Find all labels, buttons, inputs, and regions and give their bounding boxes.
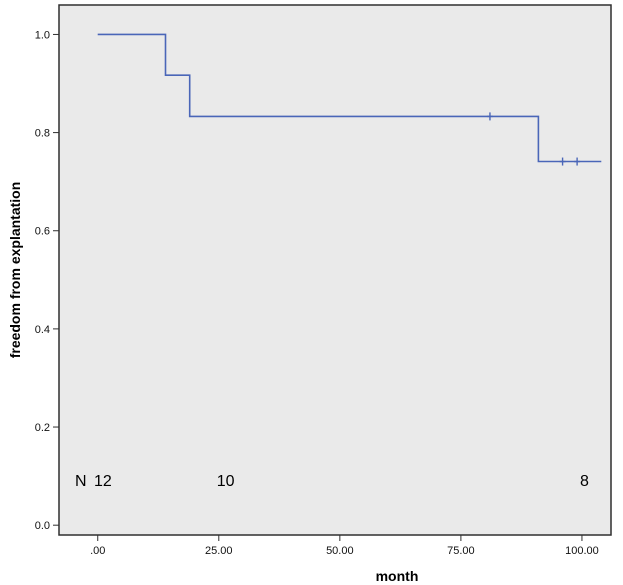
x-axis-ticks: .00 25.00 50.00 75.00 100.00 <box>90 535 599 557</box>
x-tick-label: 50.00 <box>326 545 354 557</box>
y-axis-title: freedom from explantation <box>7 182 23 359</box>
survival-curve <box>97 33 602 163</box>
x-axis-title: month <box>376 568 419 584</box>
risk-count-label: 8 <box>580 473 589 490</box>
y-tick-label: 0.6 <box>35 226 50 238</box>
x-tick-label: 75.00 <box>447 545 475 557</box>
risk-prefix-label: N <box>75 473 87 490</box>
y-tick-label: 0.2 <box>35 422 50 434</box>
y-tick-label: 1.0 <box>35 29 50 41</box>
x-tick-label: .00 <box>90 545 105 557</box>
plot-area <box>58 4 612 536</box>
y-tick-label: 0.0 <box>35 520 50 532</box>
number-at-risk: N 12 10 8 <box>75 473 589 490</box>
x-tick-label: 25.00 <box>205 545 233 557</box>
y-tick-label: 0.8 <box>35 128 50 140</box>
series-layer <box>97 33 602 166</box>
y-tick-label: 0.4 <box>35 324 50 336</box>
risk-count-label: 10 <box>217 473 235 490</box>
risk-count-label: 12 <box>94 473 112 490</box>
y-axis-ticks: 0.0 0.2 0.4 0.6 0.8 1.0 <box>35 29 59 532</box>
x-tick-label: 100.00 <box>565 545 599 557</box>
